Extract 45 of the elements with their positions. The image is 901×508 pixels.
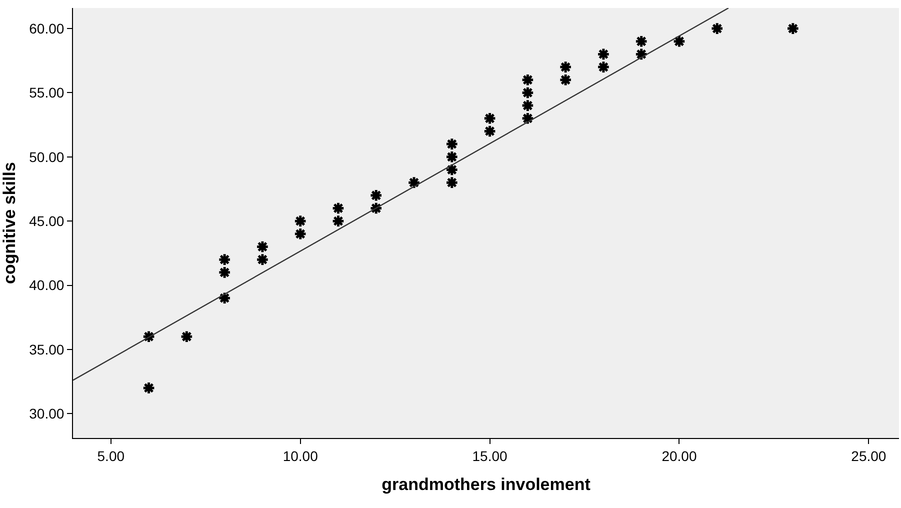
point	[369, 188, 383, 202]
point	[445, 150, 459, 164]
point	[218, 266, 232, 280]
y-tick-label: 35.00	[29, 341, 64, 358]
x-tick-label: 10.00	[282, 448, 318, 464]
point	[332, 202, 345, 215]
point	[407, 176, 421, 190]
point	[558, 73, 572, 87]
point	[634, 48, 648, 61]
y-tick-label: 55.00	[29, 84, 64, 101]
point	[786, 22, 800, 36]
y-tick-label: 40.00	[29, 277, 64, 294]
point	[445, 137, 459, 151]
point	[294, 214, 307, 228]
y-tick-label: 30.00	[29, 406, 64, 422]
point	[142, 381, 156, 395]
point	[521, 112, 534, 126]
point	[596, 60, 610, 74]
point	[180, 330, 194, 344]
point	[445, 176, 459, 190]
x-axis-title: grandmothers involement	[382, 475, 591, 494]
point	[294, 227, 307, 241]
point	[558, 60, 572, 74]
point	[521, 73, 534, 87]
point	[218, 252, 232, 266]
point	[332, 214, 345, 228]
y-tick-label: 60.00	[29, 20, 64, 36]
x-tick-label: 5.00	[97, 448, 125, 464]
x-tick-label: 25.00	[851, 448, 886, 464]
point	[672, 34, 686, 48]
point	[634, 34, 648, 48]
point	[710, 22, 724, 36]
point	[256, 252, 270, 266]
point	[483, 112, 496, 126]
point	[218, 291, 232, 305]
y-tick-label: 50.00	[29, 148, 64, 165]
point	[521, 98, 534, 112]
y-axis-title: cognitive skills	[0, 162, 19, 284]
point	[483, 124, 496, 138]
point	[521, 86, 534, 100]
x-tick-label: 15.00	[472, 448, 508, 464]
point	[256, 240, 270, 254]
point	[596, 48, 610, 61]
y-tick-label: 45.00	[29, 212, 64, 229]
x-tick-label: 20.00	[662, 448, 697, 464]
